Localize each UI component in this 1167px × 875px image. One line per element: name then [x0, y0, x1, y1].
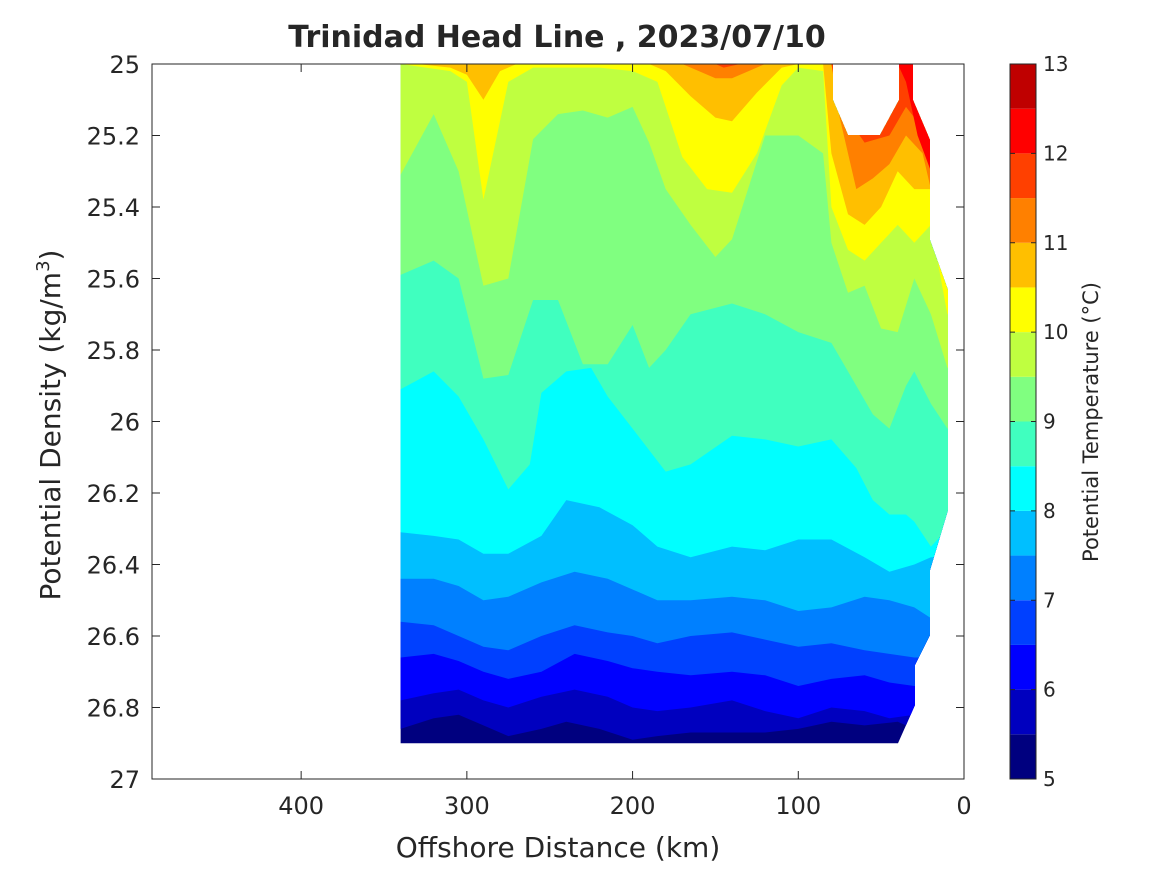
y-tick-label: 25.2	[87, 123, 140, 151]
colorbar-tick-label: 13	[1043, 52, 1068, 76]
colorbar-ticks: 5 6 7 8 9 10 11 12 13	[1010, 52, 1068, 791]
colorbar-block	[1010, 510, 1036, 556]
colorbar-block	[1010, 198, 1036, 243]
y-tick-label: 26.4	[87, 552, 140, 580]
y-tick-label: 26.8	[87, 695, 140, 723]
colorbar: 5 6 7 8 9 10 11 12 13	[1009, 52, 1068, 791]
colorbar-tick-label: 7	[1043, 588, 1056, 612]
y-tick-label: 26	[109, 409, 140, 437]
colorbar-block	[1010, 734, 1036, 779]
colorbar-block	[1010, 108, 1036, 154]
y-axis-ticks: 25 25.2 25.4 25.6 25.8 26 26.2 26.4 26.6 26.8 27	[87, 51, 964, 794]
contour-fill	[400, 64, 949, 744]
y-axis-label-main: Potential Density (kg/m	[34, 272, 67, 601]
colorbar-block	[1010, 332, 1036, 377]
chart-title: Trinidad Head Line , 2023/07/10	[288, 20, 825, 55]
y-tick-label: 26.6	[87, 623, 140, 651]
colorbar-block	[1010, 421, 1036, 467]
colorbar-block	[1010, 644, 1036, 690]
contour-band-12	[400, 64, 949, 172]
x-tick-label: 0	[956, 792, 971, 820]
colorbar-blocks	[1010, 64, 1036, 779]
y-tick-label: 25	[109, 51, 140, 79]
y-tick-label: 26.2	[87, 480, 140, 508]
x-tick-label: 400	[278, 792, 324, 820]
x-axis-ticks: 400 300 200 100 0	[278, 64, 972, 820]
x-tick-label: 100	[775, 792, 821, 820]
colorbar-tick-label: 10	[1043, 320, 1068, 344]
x-tick-label: 300	[444, 792, 490, 820]
colorbar-tick-label: 6	[1043, 678, 1056, 702]
colorbar-block	[1010, 600, 1036, 645]
colorbar-block	[1010, 689, 1036, 735]
y-axis-label-superscript: 3	[33, 260, 54, 271]
colorbar-block	[1010, 376, 1036, 422]
colorbar-tick-label: 9	[1043, 410, 1056, 434]
y-tick-label: 27	[109, 766, 140, 794]
colorbar-block	[1010, 153, 1036, 199]
colorbar-tick-label: 11	[1043, 231, 1068, 255]
colorbar-block	[1010, 64, 1036, 109]
y-axis-label-end: )	[34, 250, 67, 261]
plot-area: 400 300 200 100 0 25 25.2 25.4 25.6 25.8 26 26.2 26…	[87, 51, 972, 820]
colorbar-tick-label: 8	[1043, 499, 1056, 523]
colorbar-block	[1010, 287, 1036, 333]
colorbar-block	[1010, 555, 1036, 601]
colorbar-block	[1010, 466, 1036, 511]
x-tick-label: 200	[610, 792, 656, 820]
y-tick-label: 25.8	[87, 337, 140, 365]
y-tick-label: 25.6	[87, 266, 140, 294]
contour-band-9.5	[400, 64, 949, 368]
y-axis-label: Potential Density (kg/m3)	[33, 250, 67, 601]
x-axis-label: Offshore Distance (km)	[396, 831, 721, 864]
colorbar-tick-label: 5	[1043, 767, 1056, 791]
colorbar-tick-label: 12	[1043, 141, 1068, 165]
y-tick-label: 25.4	[87, 194, 140, 222]
colorbar-label: Potential Temperature (°C)	[1079, 282, 1103, 562]
colorbar-block	[1010, 242, 1036, 288]
